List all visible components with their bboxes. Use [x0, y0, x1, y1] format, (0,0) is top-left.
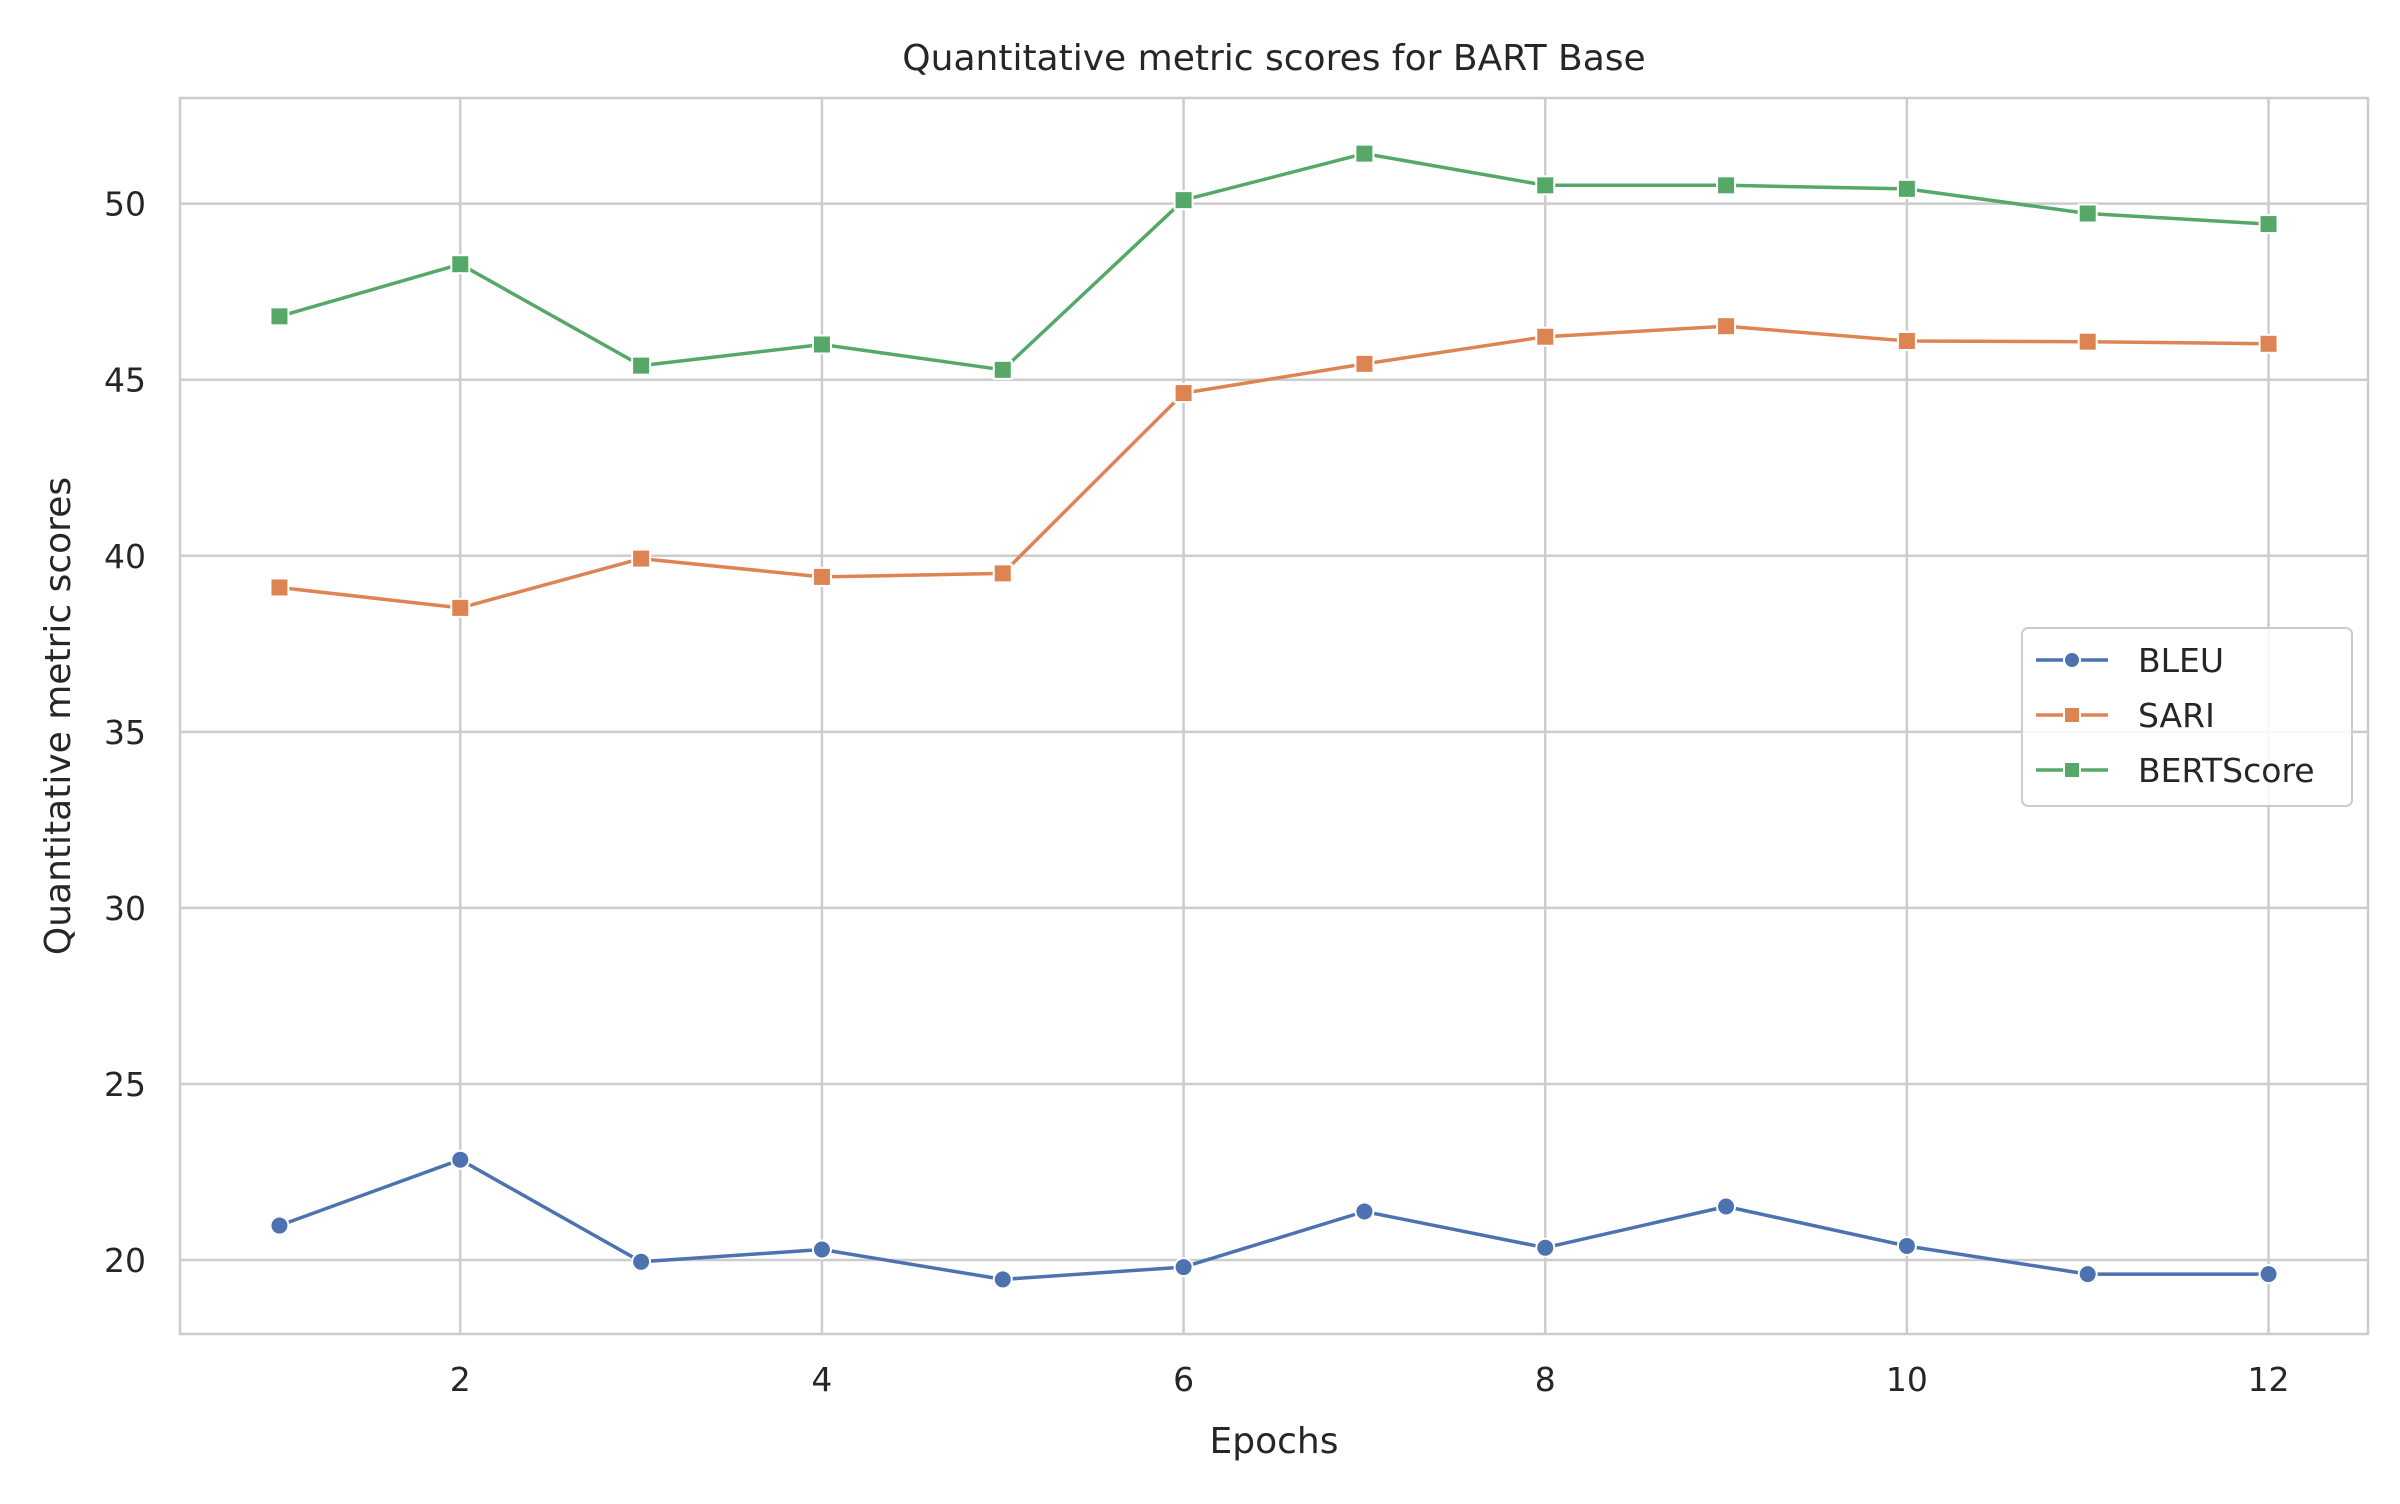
- legend-marker-sari: [2063, 706, 2081, 724]
- sari-point: [2077, 331, 2098, 352]
- sari-point: [631, 548, 652, 569]
- x-tick-label: 10: [1886, 1360, 1928, 1399]
- bertscore-point: [1716, 175, 1737, 196]
- x-tick-label: 8: [1535, 1360, 1556, 1399]
- bertscore-point: [1173, 190, 1194, 211]
- x-tick-label: 12: [2248, 1360, 2290, 1399]
- legend-label-sari: SARI: [2138, 696, 2215, 735]
- x-tick-label: 2: [450, 1360, 471, 1399]
- y-tick-label: 30: [104, 889, 146, 928]
- legend-item-sari: SARI: [2036, 696, 2215, 735]
- series-bertscore: [269, 143, 2279, 380]
- bleu-point: [631, 1251, 652, 1272]
- bleu-point: [2077, 1264, 2098, 1285]
- bleu-point: [1354, 1201, 1375, 1222]
- bleu-point: [1173, 1257, 1194, 1278]
- bleu-point: [269, 1215, 290, 1236]
- bleu-line: [278, 1157, 2269, 1282]
- sari-point: [1535, 326, 1556, 347]
- bertscore-line: [279, 151, 2269, 372]
- plot-area-frame: [178, 96, 2370, 1336]
- y-tick-label: 20: [104, 1241, 146, 1280]
- bleu-point: [992, 1269, 1013, 1290]
- bertscore-point: [2258, 214, 2279, 235]
- sari-point: [1354, 353, 1375, 374]
- bleu-point: [2258, 1264, 2279, 1285]
- bleu-point: [811, 1239, 832, 1260]
- sari-point: [269, 577, 290, 598]
- x-tick-label: 6: [1173, 1360, 1194, 1399]
- bleu-point: [450, 1149, 471, 1170]
- y-tick-label: 25: [104, 1065, 146, 1104]
- bertscore-point: [1896, 178, 1917, 199]
- sari-point: [450, 597, 471, 618]
- sari-point: [811, 566, 832, 587]
- y-tick-label: 35: [104, 713, 146, 752]
- sari-point: [1896, 330, 1917, 351]
- bertscore-point: [1535, 175, 1556, 196]
- x-tick-label: 4: [811, 1360, 832, 1399]
- bertscore-point: [269, 306, 290, 327]
- series-sari: [269, 316, 2279, 618]
- x-axis-label: Epochs: [1210, 1421, 1339, 1462]
- legend-item-bleu: BLEU: [2036, 641, 2224, 680]
- sari-point: [2258, 333, 2279, 354]
- legend-label-bleu: BLEU: [2138, 641, 2224, 680]
- sari-point: [1173, 383, 1194, 404]
- legend-label-bertscore: BERTScore: [2138, 751, 2315, 790]
- y-axis-label: Quantitative metric scores: [38, 477, 79, 955]
- bertscore-point: [2077, 203, 2098, 224]
- y-tick-label: 50: [104, 185, 146, 224]
- bertscore-point: [811, 334, 832, 355]
- bertscore-point: [631, 355, 652, 376]
- bertscore-point: [450, 254, 471, 275]
- sari-point: [1716, 316, 1737, 337]
- legend-marker-bertscore: [2063, 761, 2081, 779]
- legend-box: [2021, 627, 2353, 807]
- legend: BLEU SARI BERTScore: [2021, 627, 2353, 807]
- chart-title: Quantitative metric scores for BART Base: [902, 38, 1645, 79]
- series-bleu: [269, 1149, 2279, 1290]
- sari-point: [992, 563, 1013, 584]
- bleu-point: [1896, 1235, 1917, 1256]
- bertscore-point: [1354, 143, 1375, 164]
- y-tick-label: 45: [104, 361, 146, 400]
- sari-line: [279, 324, 2269, 610]
- bleu-point: [1716, 1196, 1737, 1217]
- bleu-point: [1535, 1237, 1556, 1258]
- bertscore-point: [992, 359, 1013, 380]
- legend-marker-bleu: [2063, 651, 2081, 669]
- y-tick-label: 40: [104, 537, 146, 576]
- legend-item-bertscore: BERTScore: [2036, 751, 2315, 790]
